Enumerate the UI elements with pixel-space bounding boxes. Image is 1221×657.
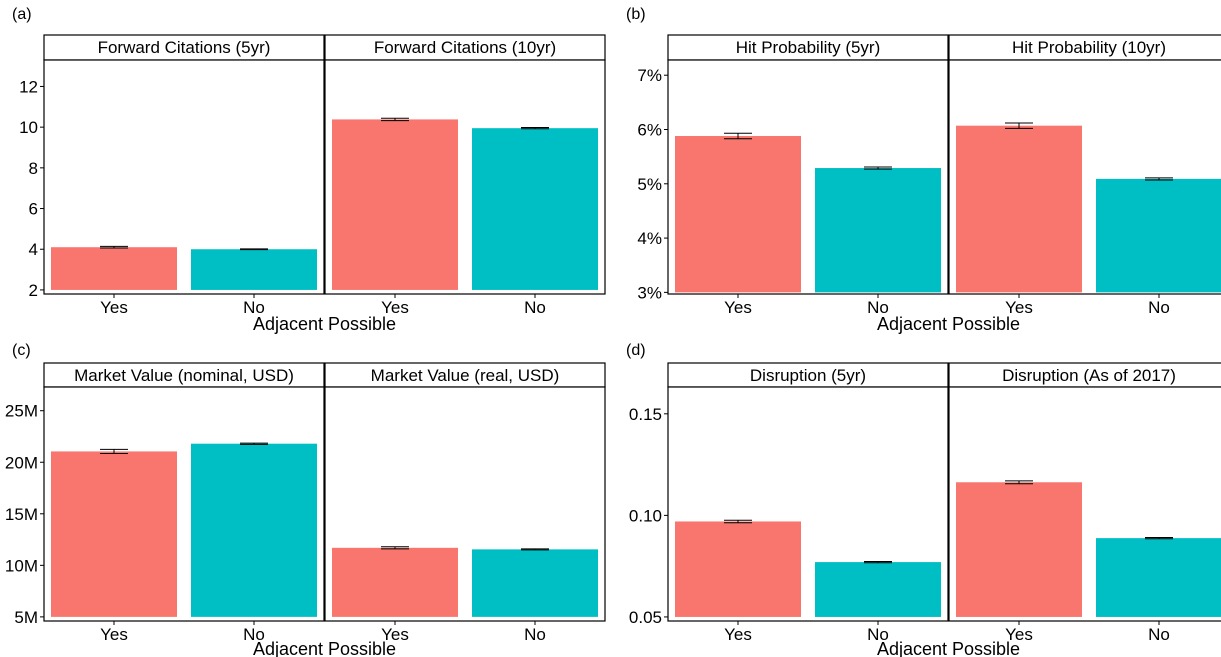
panel-tag: (b) bbox=[626, 6, 646, 23]
x-tick-label: Yes bbox=[381, 298, 409, 317]
y-tick-label: 3% bbox=[637, 283, 662, 302]
x-tick-label: No bbox=[524, 625, 546, 644]
y-tick-label: 6 bbox=[29, 200, 38, 219]
x-tick-label: Yes bbox=[100, 298, 128, 317]
x-tick-label: No bbox=[1148, 298, 1170, 317]
x-axis-title: Adjacent Possible bbox=[253, 639, 396, 657]
facet-strip-label: Disruption (5yr) bbox=[750, 366, 866, 385]
facet-strip-label: Market Value (real, USD) bbox=[371, 366, 560, 385]
facet: Disruption (As of 2017) Yes No bbox=[948, 362, 1221, 644]
y-tick-label: 6% bbox=[637, 120, 662, 139]
facet-strip-label: Forward Citations (5yr) bbox=[98, 38, 271, 57]
panel-tag: (d) bbox=[626, 342, 646, 359]
bar-no bbox=[1096, 538, 1221, 617]
x-tick-label: Yes bbox=[724, 298, 752, 317]
y-tick-label: 4% bbox=[637, 229, 662, 248]
facet-strip bbox=[43, 362, 325, 388]
y-tick-label: 5% bbox=[637, 175, 662, 194]
x-tick-label: No bbox=[867, 298, 889, 317]
facet: Market Value (real, USD) Yes No bbox=[324, 362, 606, 644]
bar-yes bbox=[675, 521, 801, 617]
x-tick-label: No bbox=[1148, 625, 1170, 644]
facet-strip bbox=[324, 34, 606, 61]
x-tick-label: No bbox=[867, 625, 889, 644]
facet: Hit Probability (10yr) Yes No bbox=[948, 34, 1221, 317]
facet-strip-label: Disruption (As of 2017) bbox=[1002, 366, 1176, 385]
bar-no bbox=[1096, 178, 1221, 293]
bar-yes bbox=[956, 482, 1082, 617]
y-tick-label: 4 bbox=[29, 240, 38, 259]
y-tick-label: 5M bbox=[14, 608, 38, 627]
y-tick-label: 12 bbox=[19, 77, 38, 96]
facet-strip bbox=[324, 362, 606, 388]
y-tick-label: 2 bbox=[29, 281, 38, 300]
facet: Market Value (nominal, USD) Yes No 5M 10M 15M… bbox=[5, 362, 325, 644]
bar-no bbox=[191, 249, 317, 290]
panel-tag: (c) bbox=[12, 342, 31, 359]
bar-no bbox=[815, 562, 941, 617]
bar-yes bbox=[51, 451, 177, 617]
x-tick-label: No bbox=[524, 298, 546, 317]
chart-panel-c: (c) Market Value (nominal, USD) Yes No 5M 10M… bbox=[5, 342, 606, 657]
facet-strip-label: Forward Citations (10yr) bbox=[374, 38, 556, 57]
facet: Forward Citations (10yr) Yes No bbox=[324, 34, 606, 317]
bar-yes bbox=[51, 247, 177, 290]
bar-no bbox=[472, 549, 598, 617]
x-tick-label: Yes bbox=[381, 625, 409, 644]
y-tick-label: 0.05 bbox=[629, 608, 662, 627]
x-axis-title: Adjacent Possible bbox=[877, 639, 1020, 657]
y-tick-label: 7% bbox=[637, 66, 662, 85]
bar-yes bbox=[956, 125, 1082, 293]
facet: Disruption (5yr) Yes No 0.05 0.10 0.15 bbox=[629, 362, 949, 644]
chart-panel-d: (d)Disruption (5yr)Yes No0.050.100.15Disr… bbox=[626, 342, 1221, 657]
facet-strip bbox=[948, 34, 1221, 61]
bar-no bbox=[191, 443, 317, 617]
facet-strip-label: Hit Probability (10yr) bbox=[1012, 38, 1166, 57]
bar-no bbox=[472, 128, 598, 290]
bar-yes bbox=[332, 547, 458, 617]
facet: Forward Citations (5yr) Yes No 2 4 6 8 10 12 bbox=[19, 34, 325, 317]
facet: Hit Probability (5yr) Yes No 3% 4% 5% 6% 7% bbox=[637, 34, 949, 317]
x-tick-label: No bbox=[243, 298, 265, 317]
y-tick-label: 8 bbox=[29, 159, 38, 178]
panel-tag: (a) bbox=[12, 6, 32, 23]
y-tick-label: 10 bbox=[19, 118, 38, 137]
x-axis-title: Adjacent Possible bbox=[253, 314, 396, 334]
bar-yes bbox=[332, 119, 458, 290]
chart-panel-b: (b)Hit Probability (5yr)Yes No3%4%5%6%7%H… bbox=[626, 6, 1221, 334]
x-tick-label: Yes bbox=[724, 625, 752, 644]
bar-no bbox=[815, 168, 941, 293]
facet-strip-label: Hit Probability (5yr) bbox=[736, 38, 881, 57]
y-tick-label: 15M bbox=[5, 505, 38, 524]
facet-strip-label: Market Value (nominal, USD) bbox=[74, 366, 294, 385]
y-tick-label: 25M bbox=[5, 402, 38, 421]
facet-strip bbox=[667, 362, 949, 388]
y-tick-label: 20M bbox=[5, 453, 38, 472]
y-tick-label: 10M bbox=[5, 556, 38, 575]
x-tick-label: Yes bbox=[1005, 298, 1033, 317]
y-tick-label: 0.10 bbox=[629, 506, 662, 525]
bar-yes bbox=[675, 136, 801, 293]
x-tick-label: No bbox=[243, 625, 265, 644]
x-tick-label: Yes bbox=[100, 625, 128, 644]
y-tick-label: 0.15 bbox=[629, 405, 662, 424]
x-axis-title: Adjacent Possible bbox=[877, 314, 1020, 334]
x-tick-label: Yes bbox=[1005, 625, 1033, 644]
chart-panel-a: (a)Forward Citations (5yr)Yes No24681012F… bbox=[12, 6, 606, 334]
facet-strip bbox=[43, 34, 325, 61]
